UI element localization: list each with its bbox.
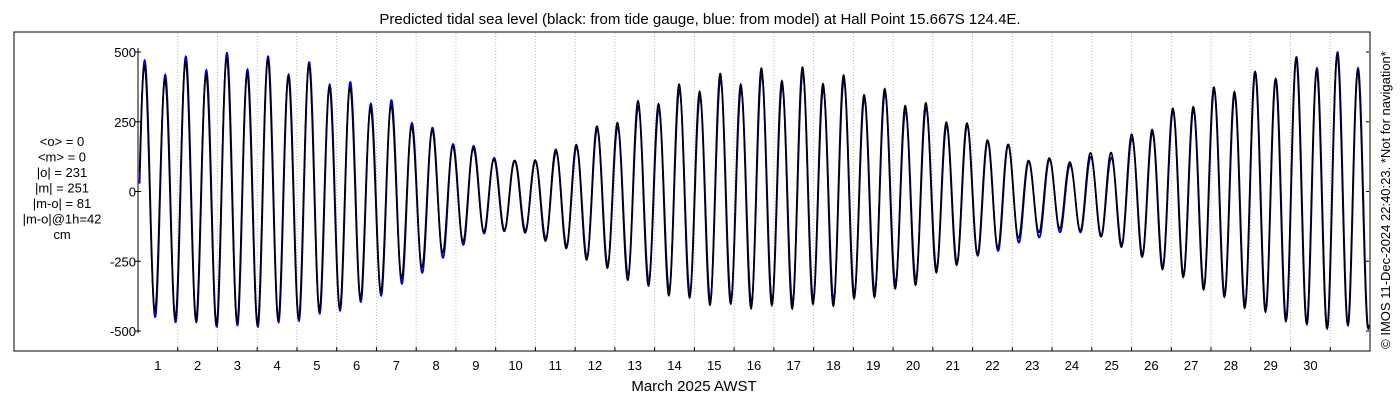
x-tick-label: 26 (1144, 358, 1158, 373)
x-tick-label: 29 (1263, 358, 1277, 373)
x-tick-label: 10 (508, 358, 522, 373)
x-tick-label: 16 (747, 358, 761, 373)
x-tick-label: 3 (234, 358, 241, 373)
stats-line: <m> = 0 (38, 150, 86, 165)
y-tick-label: -500 (110, 324, 136, 339)
y-tick-label: 250 (114, 115, 136, 130)
y-tick-label: 500 (114, 45, 136, 60)
x-tick-label: 25 (1104, 358, 1118, 373)
x-tick-label: 13 (628, 358, 642, 373)
x-tick-label: 8 (432, 358, 439, 373)
y-axis: -500 -250 0 250 500 (110, 45, 1369, 339)
y-tick-label: 0 (129, 185, 136, 200)
y-tick-label: -250 (110, 254, 136, 269)
series-lines (138, 50, 1370, 331)
x-tick-label: 6 (353, 358, 360, 373)
x-tick-label: 2 (194, 358, 201, 373)
stats-line: |m-o|@1h=42 (23, 212, 102, 227)
x-tick-label: 23 (1025, 358, 1039, 373)
x-tick-label: 12 (588, 358, 602, 373)
x-tick-label: 24 (1065, 358, 1079, 373)
x-tick-label: 30 (1303, 358, 1317, 373)
credit-text: © IMOS 11-Dec-2024 22:40:23. *Not for na… (1378, 51, 1393, 349)
stats-line: |m| = 251 (35, 181, 89, 196)
stats-line: |m-o| = 81 (33, 196, 91, 211)
x-tick-label: 27 (1184, 358, 1198, 373)
x-tick-label: 18 (826, 358, 840, 373)
x-tick-label: 11 (549, 358, 563, 373)
stats-line: cm (53, 227, 70, 242)
stats-line: |o| = 231 (37, 165, 88, 180)
stats-line: <o> = 0 (40, 134, 84, 149)
x-tick-label: 1 (154, 358, 161, 373)
x-tick-label: 7 (393, 358, 400, 373)
x-tick-label: 21 (945, 358, 959, 373)
x-tick-label: 28 (1224, 358, 1238, 373)
x-tick-label: 19 (866, 358, 880, 373)
series-line-tide-gauge (138, 53, 1370, 331)
stats-panel: <o> = 0<m> = 0|o| = 231|m| = 251|m-o| = … (23, 134, 102, 242)
x-tick-label: 17 (787, 358, 801, 373)
x-axis: 1 2 3 4 5 6 7 8 9 10 11 12 13 14 15 16 17 18 19 20 21 22 23 24 2… (154, 347, 1331, 373)
x-tick-label: 15 (707, 358, 721, 373)
chart-title: Predicted tidal sea level (black: from t… (379, 11, 1020, 28)
x-tick-label: 5 (313, 358, 320, 373)
x-tick-label: 9 (472, 358, 479, 373)
x-tick-label: 20 (906, 358, 920, 373)
x-tick-label: 14 (667, 358, 681, 373)
x-tick-label: 22 (985, 358, 999, 373)
x-tick-label: 4 (273, 358, 280, 373)
x-axis-label: March 2025 AWST (631, 378, 756, 395)
